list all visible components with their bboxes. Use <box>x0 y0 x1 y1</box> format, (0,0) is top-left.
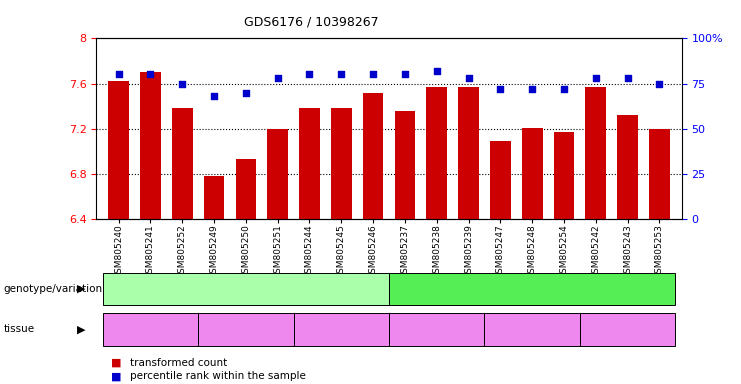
Point <box>240 89 252 96</box>
Text: Caspase-1 null: Caspase-1 null <box>205 284 287 294</box>
Text: genotype/variation: genotype/variation <box>4 284 103 294</box>
Bar <box>172 108 193 219</box>
Text: transformed count: transformed count <box>130 358 227 368</box>
Text: tissue: tissue <box>4 324 35 334</box>
Point <box>494 86 506 92</box>
Point <box>654 81 665 87</box>
Point <box>176 81 188 87</box>
Point <box>526 86 538 92</box>
Text: ▶: ▶ <box>77 284 85 294</box>
Bar <box>331 108 352 219</box>
Bar <box>649 129 670 219</box>
Point <box>304 71 316 78</box>
Text: jejunum: jejunum <box>319 324 364 334</box>
Bar <box>204 176 225 219</box>
Text: ■: ■ <box>111 371 122 381</box>
Point <box>622 75 634 81</box>
Bar <box>585 87 606 219</box>
Text: duodenum: duodenum <box>407 324 467 334</box>
Bar <box>236 159 256 219</box>
Text: ileum: ileum <box>516 324 548 334</box>
Point <box>368 71 379 78</box>
Bar <box>108 81 129 219</box>
Point <box>208 93 220 99</box>
Text: jejunum: jejunum <box>605 324 651 334</box>
Text: wild type: wild type <box>507 284 558 294</box>
Point <box>590 75 602 81</box>
Bar <box>426 87 447 219</box>
Bar <box>363 93 383 219</box>
Point <box>558 86 570 92</box>
Point <box>431 68 442 74</box>
Bar <box>395 111 415 219</box>
Bar <box>268 129 288 219</box>
Text: ileum: ileum <box>230 324 262 334</box>
Point <box>113 71 124 78</box>
Bar <box>617 115 638 219</box>
Text: ■: ■ <box>111 358 122 368</box>
Point <box>144 71 156 78</box>
Bar <box>140 72 161 219</box>
Bar <box>522 127 542 219</box>
Point <box>462 75 474 81</box>
Text: ▶: ▶ <box>77 324 85 334</box>
Point <box>272 75 284 81</box>
Text: GDS6176 / 10398267: GDS6176 / 10398267 <box>244 15 379 28</box>
Point <box>399 71 411 78</box>
Point <box>336 71 348 78</box>
Bar <box>490 141 511 219</box>
Bar <box>458 87 479 219</box>
Text: duodenum: duodenum <box>120 324 181 334</box>
Bar <box>554 132 574 219</box>
Bar <box>299 108 320 219</box>
Text: percentile rank within the sample: percentile rank within the sample <box>130 371 305 381</box>
